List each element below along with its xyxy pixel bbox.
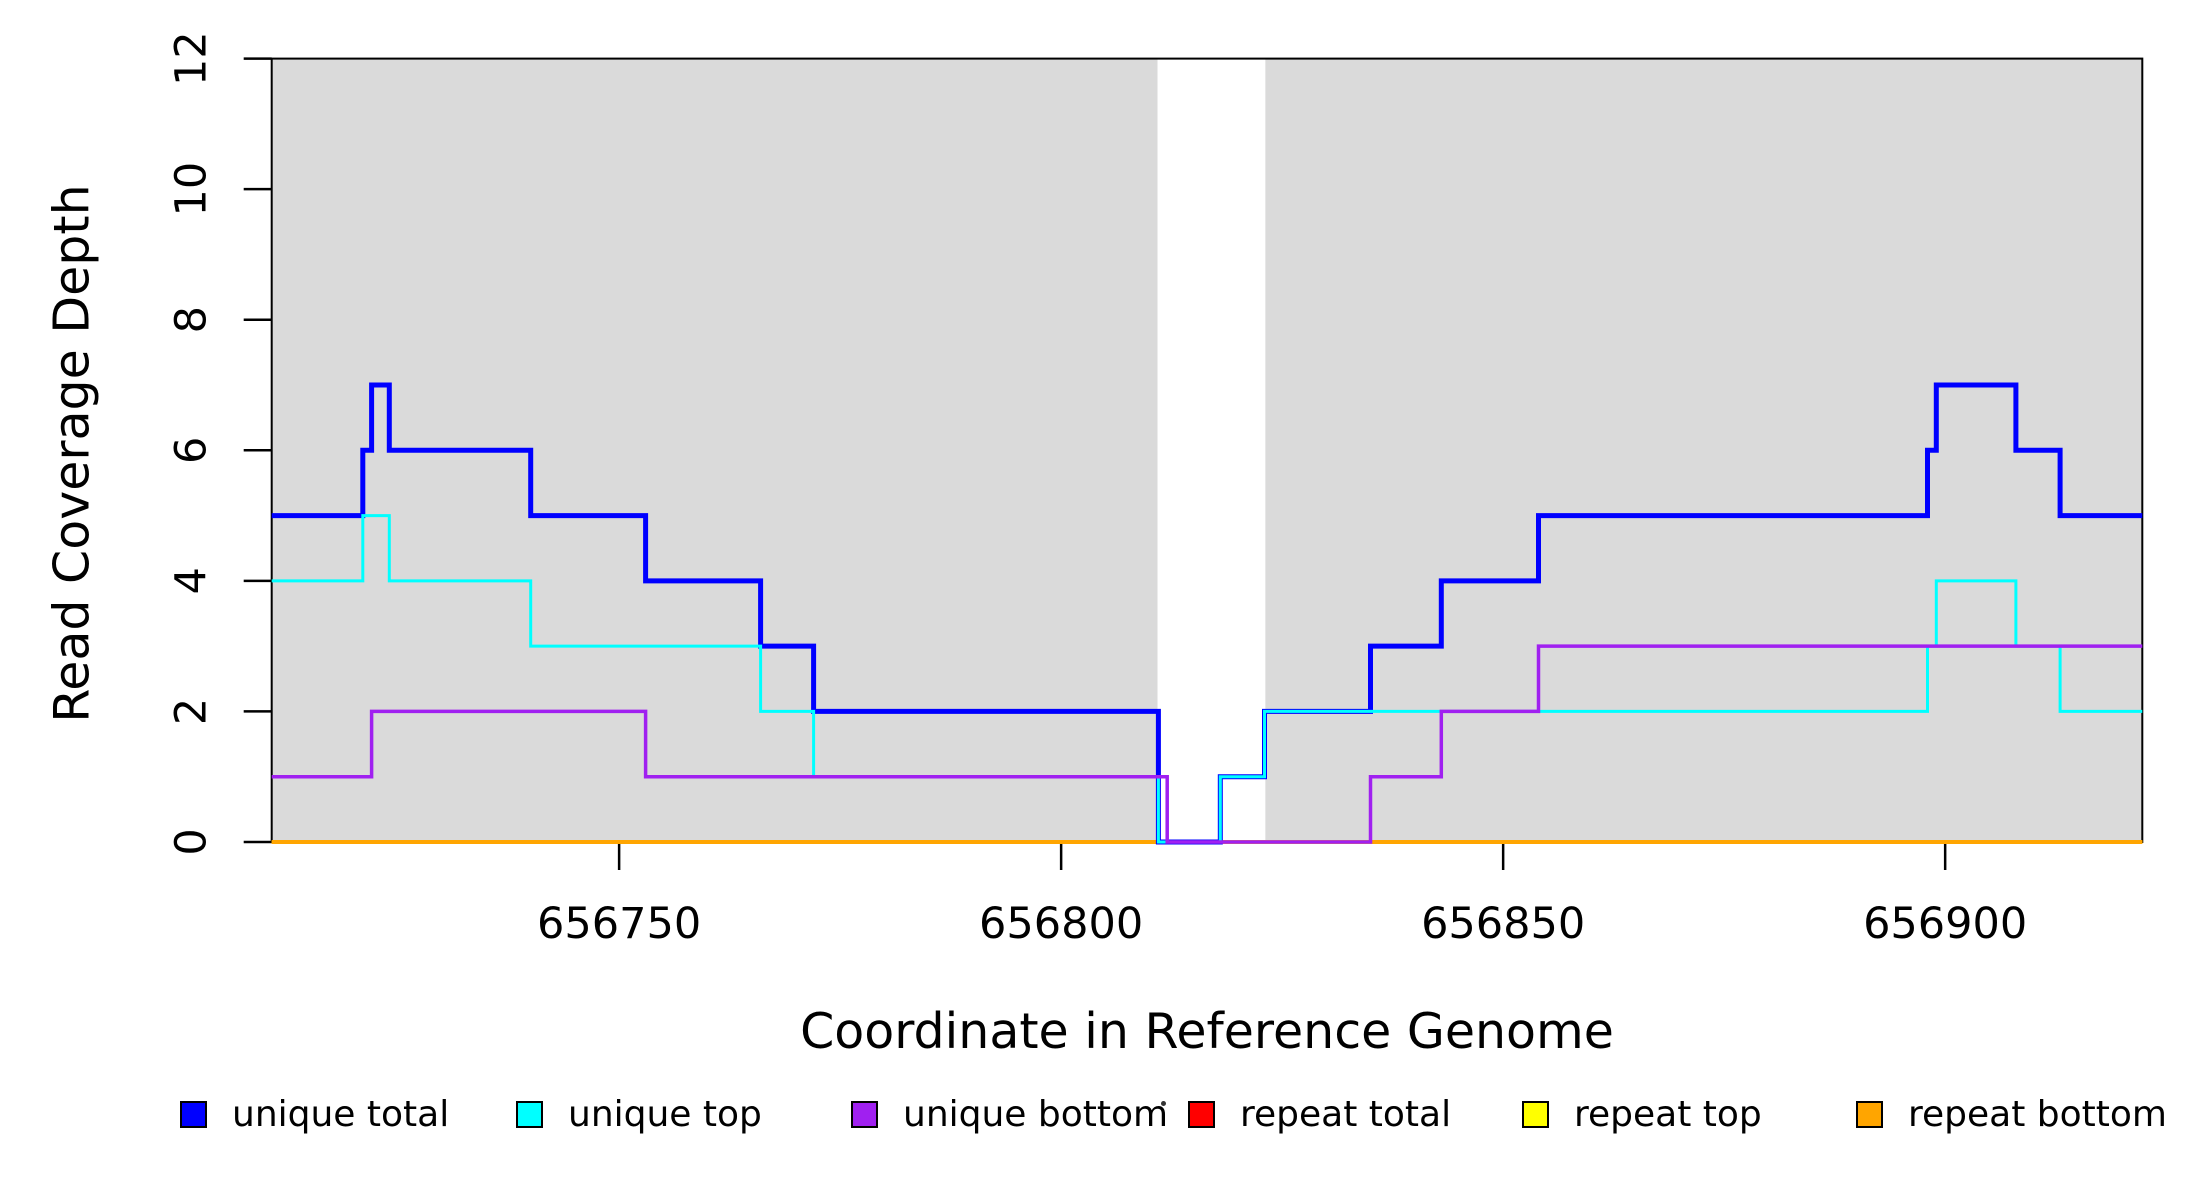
x-tick-label: 656850 <box>1421 899 1585 949</box>
x-axis-ticks: 656750 656800 656850 656900 <box>537 842 2027 949</box>
y-tick-label: 8 <box>167 306 217 333</box>
y-tick-label: 4 <box>167 567 217 594</box>
y-tick-label: 0 <box>167 828 217 855</box>
x-tick-label: 656750 <box>537 899 701 949</box>
x-axis-title: Coordinate in Reference Genome <box>800 1003 1614 1060</box>
x-tick-label: 656800 <box>979 899 1143 949</box>
y-tick-label: 10 <box>167 162 217 217</box>
y-tick-label: 6 <box>167 437 217 464</box>
series-unique-bottom <box>271 644 2143 844</box>
y-tick-label: 2 <box>167 698 217 725</box>
y-axis-ticks: 0 2 4 6 8 10 12 <box>167 31 272 856</box>
shaded-regions <box>271 58 2143 843</box>
series-lines <box>271 382 2143 845</box>
y-axis-title: Read Coverage Depth <box>43 184 101 723</box>
y-tick-label: 12 <box>167 31 217 86</box>
x-tick-label: 656900 <box>1863 899 2027 949</box>
